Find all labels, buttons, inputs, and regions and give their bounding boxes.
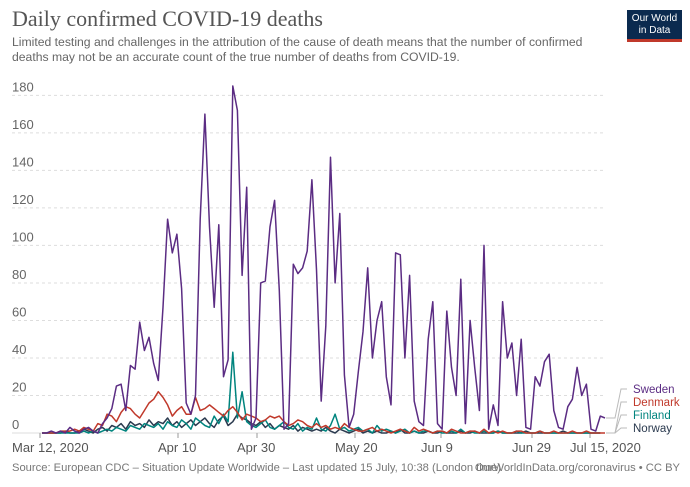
series-lines [42, 85, 606, 434]
y-tick-label: 80 [12, 267, 26, 282]
legend-label-denmark: Denmark [633, 397, 680, 409]
series-line-denmark [42, 390, 605, 434]
y-tick-label: 0 [12, 417, 19, 432]
y-tick-label: 140 [12, 154, 34, 169]
credit-link[interactable]: OurWorldInData.org/coronavirus • CC BY [474, 462, 680, 474]
y-tick-label: 60 [12, 304, 26, 319]
x-tick-label: Apr 30 [237, 440, 275, 455]
x-tick-label: Mar 12, 2020 [12, 440, 89, 455]
x-tick-label: Apr 10 [158, 440, 196, 455]
y-axis-ticks: 0 20 40 60 80 100 120 140 160 180 [12, 79, 34, 432]
x-tick-label: May 20 [335, 440, 378, 455]
x-tick-label: Jul 15, 2020 [570, 440, 641, 455]
y-tick-label: 160 [12, 117, 34, 132]
logo-line-2: in Data [638, 25, 671, 36]
x-axis-ticks: Mar 12, 2020 Apr 10 Apr 30 May 20 Jun 9 Jun 2… [12, 433, 641, 455]
legend-connector [606, 427, 627, 434]
series-line-sweden [42, 85, 606, 434]
owid-logo[interactable]: Our World in Data [627, 10, 682, 42]
y-tick-label: 120 [12, 192, 34, 207]
y-tick-label: 180 [12, 79, 34, 94]
source-note: Source: European CDC – Situation Update … [12, 462, 502, 474]
legend-connector [606, 388, 627, 419]
legend-label-norway: Norway [633, 423, 672, 435]
chart-title: Daily confirmed COVID-19 deaths [12, 6, 323, 31]
y-tick-label: 40 [12, 342, 26, 357]
legend-label-sweden: Sweden [633, 384, 675, 396]
x-tick-label: Jun 9 [421, 440, 453, 455]
legend-label-finland: Finland [633, 410, 671, 422]
chart-subtitle: Limited testing and challenges in the at… [12, 35, 583, 64]
y-tick-label: 100 [12, 229, 34, 244]
x-tick-label: Jun 29 [512, 440, 551, 455]
y-tick-label: 20 [12, 379, 26, 394]
logo-line-1: Our World [631, 13, 678, 24]
